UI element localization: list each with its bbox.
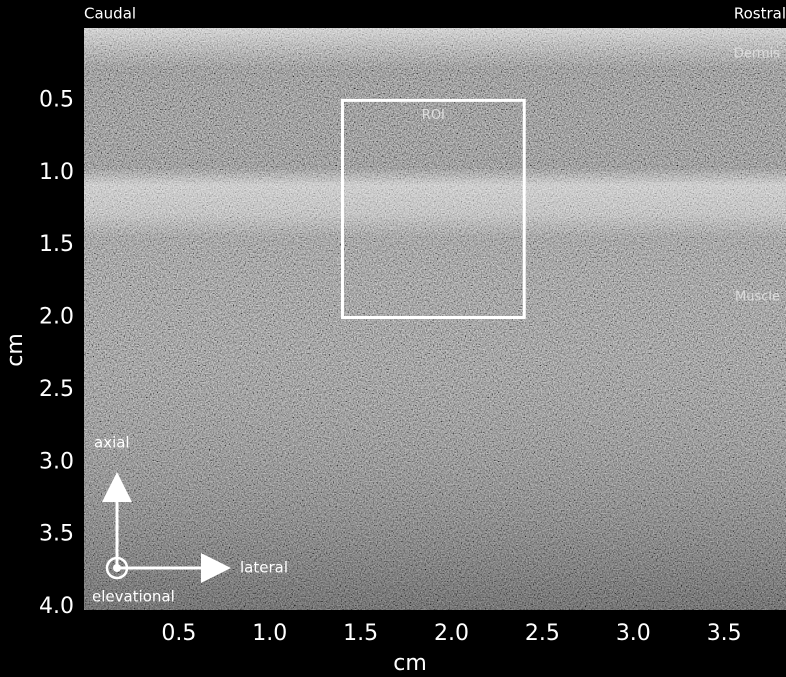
- y-tick-label: 4.0: [39, 594, 74, 619]
- caudal-label: Caudal: [84, 5, 136, 23]
- y-axis-label: cm: [3, 333, 28, 367]
- x-tick-label: 3.0: [616, 621, 651, 646]
- x-tick-label: 2.5: [525, 621, 560, 646]
- x-tick-label: 3.5: [707, 621, 742, 646]
- y-tick-label: 2.0: [39, 305, 74, 330]
- x-tick-label: 1.5: [343, 621, 378, 646]
- x-tick-label: 2.0: [434, 621, 469, 646]
- orientation-axes: axial lateral elevational: [92, 434, 288, 606]
- axial-label: axial: [94, 434, 130, 452]
- y-tick-label: 0.5: [39, 87, 74, 112]
- y-tick-label: 3.0: [39, 449, 74, 474]
- roi-box: [340, 98, 526, 319]
- dermis-label: Dermis: [734, 47, 780, 62]
- lateral-label: lateral: [240, 559, 288, 577]
- y-tick-label: 3.5: [39, 522, 74, 547]
- y-tick-label: 1.5: [39, 232, 74, 257]
- y-tick-label: 2.5: [39, 377, 74, 402]
- muscle-label: Muscle: [735, 290, 780, 305]
- elevational-label: elevational: [92, 588, 175, 606]
- x-tick-label: 1.0: [252, 621, 287, 646]
- x-axis-label: cm: [393, 651, 427, 676]
- y-tick-label: 1.0: [39, 160, 74, 185]
- x-tick-label: 0.5: [161, 621, 196, 646]
- elevational-dot: [113, 564, 121, 572]
- roi-label: ROI: [422, 108, 445, 123]
- rostral-label: Rostral: [734, 5, 786, 23]
- elevational-symbol: [105, 556, 129, 580]
